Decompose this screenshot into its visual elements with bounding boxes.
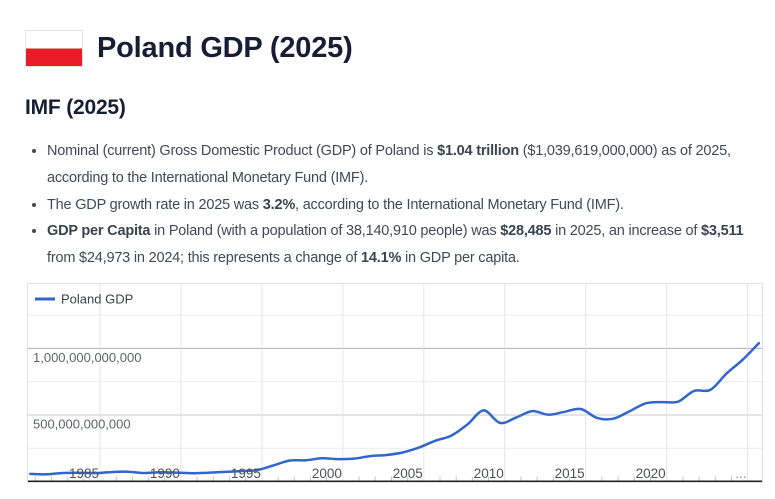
x-axis-label: 2020 — [636, 466, 666, 481]
x-axis-label: ... — [735, 466, 746, 481]
gdp-facts-list: Nominal (current) Gross Domestic Product… — [25, 138, 763, 272]
list-item: The GDP growth rate in 2025 was 3.2%, ac… — [47, 192, 763, 219]
section-heading: IMF (2025) — [25, 96, 126, 119]
poland-flag-icon — [25, 30, 83, 68]
x-axis-label: 2005 — [393, 466, 423, 481]
y-axis-label: 500,000,000,000 — [33, 417, 131, 432]
x-axis-label: 2010 — [474, 466, 504, 481]
page-header: Poland GDP (2025) — [25, 15, 353, 83]
x-axis-label: 1990 — [150, 466, 180, 481]
gdp-line-series — [29, 341, 761, 476]
list-item: GDP per Capita in Poland (with a populat… — [47, 218, 763, 272]
x-axis-label: 1985 — [69, 466, 99, 481]
page-title: Poland GDP (2025) — [97, 32, 353, 65]
legend-label: Poland GDP — [61, 292, 133, 307]
x-axis-label: 1995 — [231, 466, 261, 481]
gdp-chart[interactable]: 1985 1990 1995 2000 2005 2010 2015 2020... 500,0… — [27, 283, 763, 483]
gdp-chart-canvas: 1985 1990 1995 2000 2005 2010 2015 2020 ... 500,0… — [28, 284, 762, 482]
x-axis-label: 2000 — [312, 466, 342, 481]
list-item: Nominal (current) Gross Domestic Product… — [47, 138, 763, 192]
y-axis-label: 1,000,000,000,000 — [33, 350, 141, 365]
x-axis-label: 2015 — [555, 466, 585, 481]
